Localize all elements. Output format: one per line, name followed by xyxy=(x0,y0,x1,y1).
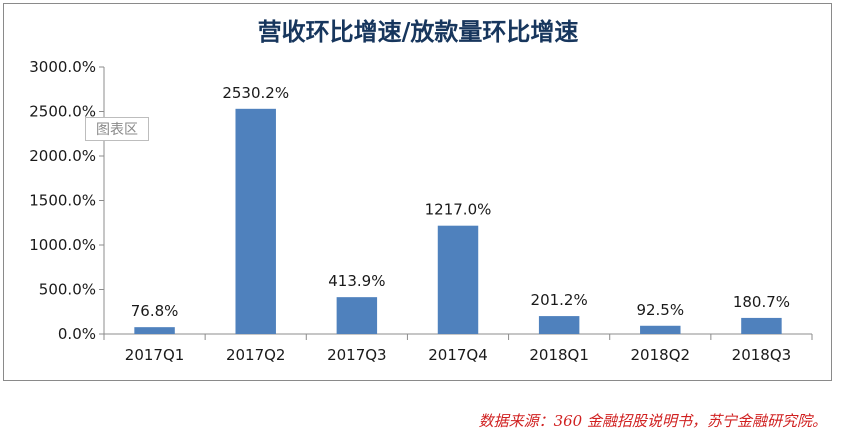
x-axis: 2017Q1 2017Q2 2017Q3 2017Q4 2018Q1 2018Q2 2018… xyxy=(103,333,813,364)
bars xyxy=(134,108,782,335)
x-tick-label: 2017Q1 xyxy=(125,346,185,364)
data-label-2017Q1: 76.8% xyxy=(131,302,179,320)
y-tick-label: 1000.0% xyxy=(29,236,96,254)
data-label-2018Q1: 201.2% xyxy=(531,291,588,309)
y-tick-label: 500.0% xyxy=(39,281,96,299)
data-label-2017Q3: 413.9% xyxy=(328,272,385,290)
data-labels: 76.8% 2530.2% 413.9% 1217.0% 201.2% 92.5% 180.… xyxy=(131,84,790,320)
x-tick-label: 2017Q3 xyxy=(327,346,387,364)
y-tick-label: 0.0% xyxy=(58,325,96,343)
bar-2018Q1 xyxy=(538,316,580,334)
x-tick-label: 2017Q2 xyxy=(226,346,286,364)
y-tick-label: 2000.0% xyxy=(29,147,96,165)
x-tick-label: 2017Q4 xyxy=(428,346,488,364)
bar-2017Q3 xyxy=(336,297,378,334)
source-note: 数据来源：360 金融招股说明书，苏宁金融研究院。 xyxy=(478,412,827,430)
data-label-2018Q2: 92.5% xyxy=(636,301,684,319)
data-label-2017Q4: 1217.0% xyxy=(425,201,492,219)
y-axis: 0.0% 500.0% 1000.0% 1500.0% 2000.0% 2500.0% 30… xyxy=(29,58,105,343)
data-label-2018Q3: 180.7% xyxy=(733,293,790,311)
bar-2017Q4 xyxy=(437,225,479,334)
y-tick-label: 2500.0% xyxy=(29,103,96,121)
x-tick-label: 2018Q1 xyxy=(529,346,589,364)
x-tick-label: 2018Q2 xyxy=(631,346,691,364)
bar-2018Q2 xyxy=(640,325,681,334)
y-tick-label: 3000.0% xyxy=(29,58,96,76)
chart-area-tooltip: 图表区 xyxy=(85,117,149,141)
y-tick-label: 1500.0% xyxy=(29,192,96,210)
data-label-2017Q2: 2530.2% xyxy=(222,84,289,102)
bar-2017Q2 xyxy=(235,108,276,335)
x-tick-label: 2018Q3 xyxy=(732,346,792,364)
chart-title: 营收环比增速/放款量环比增速 xyxy=(258,17,579,46)
chart-area[interactable] xyxy=(3,3,832,381)
bar-2017Q1 xyxy=(134,327,175,334)
bar-2018Q3 xyxy=(741,317,782,334)
